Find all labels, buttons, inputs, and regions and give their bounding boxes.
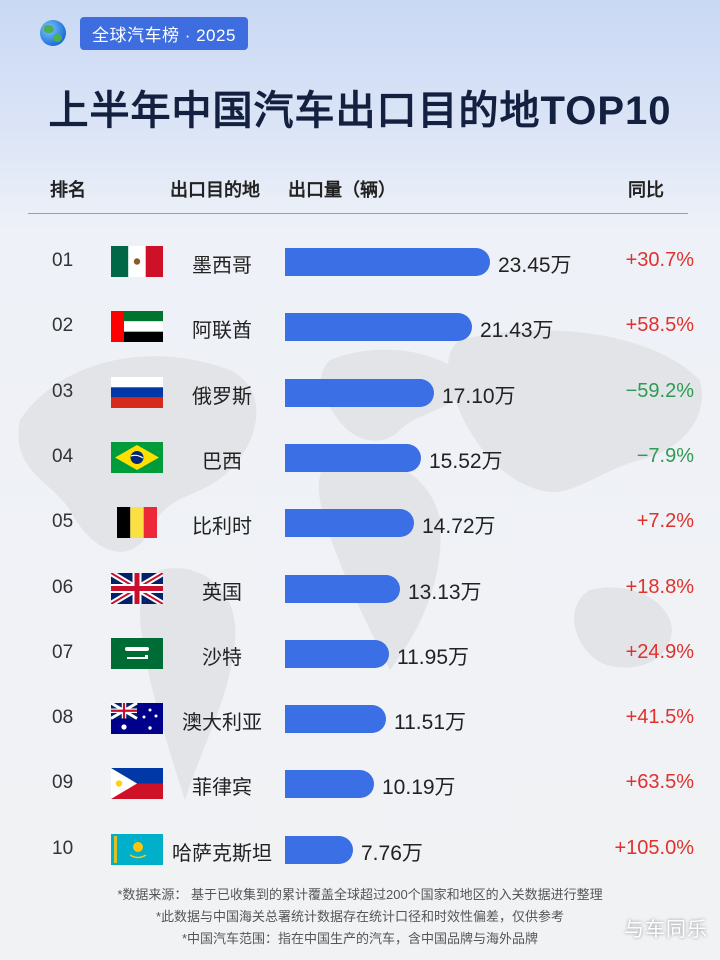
yoy-label: +58.5% <box>625 314 694 337</box>
header-country: 出口目的地 <box>170 180 260 200</box>
bar <box>285 248 490 276</box>
saudi-flag <box>111 637 163 669</box>
uk-flag <box>111 572 163 604</box>
bar <box>285 509 414 538</box>
country-label: 沙特 <box>202 646 242 669</box>
rank-label: 05 <box>52 511 74 533</box>
value-label: 11.95万 <box>397 645 469 669</box>
value-label: 21.43万 <box>480 319 554 343</box>
yoy-label: +7.2% <box>636 510 694 533</box>
rank-label: 03 <box>52 380 74 402</box>
bar <box>285 770 374 799</box>
value-label: 15.52万 <box>429 449 503 473</box>
badge-label: 全球汽车榜 · 2025 <box>80 16 248 50</box>
table-row: 03 俄罗斯 17.10万 −59.2% <box>0 373 720 413</box>
value-label: 23.45万 <box>498 254 572 277</box>
country-label: 哈萨克斯坦 <box>172 842 272 865</box>
country-label: 俄罗斯 <box>192 385 252 408</box>
table-row: 07 沙特 11.95万 +24.9% <box>0 634 720 674</box>
yoy-label: +41.5% <box>625 706 694 729</box>
table-row: 02 阿联酋 21.43万 +58.5% <box>0 307 720 347</box>
value-label: 10.19万 <box>382 776 456 800</box>
bar <box>285 574 400 603</box>
yoy-label: +105.0% <box>614 836 694 859</box>
value-label: 14.72万 <box>422 515 496 539</box>
rank-label: 08 <box>52 707 74 729</box>
table-row: 06 英国 13.13万 +18.8% <box>0 569 720 609</box>
rank-label: 09 <box>52 772 74 794</box>
uae-flag <box>111 311 163 343</box>
yoy-label: +63.5% <box>625 771 694 794</box>
bar <box>285 313 472 342</box>
table-row: 04 巴西 15.52万 −7.9% <box>0 438 720 478</box>
country-label: 墨西哥 <box>192 255 252 277</box>
country-label: 菲律宾 <box>192 777 252 800</box>
globe-icon <box>40 20 66 46</box>
country-label: 比利时 <box>192 516 252 539</box>
country-label: 阿联酋 <box>192 320 252 343</box>
rank-label: 10 <box>52 837 74 859</box>
bar <box>285 705 386 734</box>
yoy-label: −7.9% <box>636 444 694 467</box>
belgium-flag <box>111 507 163 539</box>
value-label: 11.51万 <box>394 711 466 735</box>
yoy-label: +18.8% <box>625 575 694 598</box>
header-divider <box>28 213 688 214</box>
bar <box>285 378 434 407</box>
bar <box>285 639 389 668</box>
value-label: 13.13万 <box>408 580 482 604</box>
footnote-source: *数据来源： 基于已收集到的累计覆盖全球超过200个国家和地区的入关数据进行整理 <box>117 887 603 902</box>
bar <box>285 443 421 472</box>
table-row: 05 比利时 14.72万 +7.2% <box>0 503 720 543</box>
country-label: 英国 <box>202 581 242 604</box>
watermark: 与车同乐 <box>624 919 708 941</box>
philippines-flag <box>111 768 163 800</box>
kazakhstan-flag <box>111 833 163 865</box>
rank-label: 06 <box>52 576 74 598</box>
header-yoy: 同比 <box>628 180 664 200</box>
table-row: 01 墨西哥 23.45万 +30.7% <box>0 242 720 282</box>
footnote-disclaimer: *此数据与中国海关总署统计数据存在统计口径和时效性偏差，仅供参考 <box>155 909 565 924</box>
header-rank: 排名 <box>50 180 86 200</box>
value-label: 7.76万 <box>361 841 423 865</box>
mexico-flag <box>111 246 163 277</box>
footnote-scope: *中国汽车范围：指在中国生产的汽车，含中国品牌与海外品牌 <box>181 931 539 946</box>
country-label: 巴西 <box>202 450 242 473</box>
yoy-label: +24.9% <box>625 640 694 663</box>
rank-label: 04 <box>52 445 74 467</box>
page-title: 上半年中国汽车出口目的地TOP10 <box>48 89 672 133</box>
rank-label: 02 <box>52 315 74 337</box>
value-label: 17.10万 <box>442 384 516 408</box>
country-label: 澳大利亚 <box>182 712 262 735</box>
table-row: 10 哈萨克斯坦 7.76万 +105.0% <box>0 830 720 870</box>
yoy-label: +30.7% <box>625 249 694 271</box>
australia-flag <box>111 703 163 735</box>
yoy-label: −59.2% <box>625 379 694 402</box>
bar <box>285 835 353 864</box>
rank-label: 01 <box>52 250 74 271</box>
rank-label: 07 <box>52 641 74 663</box>
badge: 全球汽车榜 · 2025 <box>40 16 248 50</box>
russia-flag <box>111 376 163 408</box>
table-row: 09 菲律宾 10.19万 +63.5% <box>0 764 720 804</box>
header-volume: 出口量（辆） <box>288 180 396 200</box>
brazil-flag <box>111 441 163 473</box>
table-row: 08 澳大利亚 11.51万 +41.5% <box>0 699 720 739</box>
